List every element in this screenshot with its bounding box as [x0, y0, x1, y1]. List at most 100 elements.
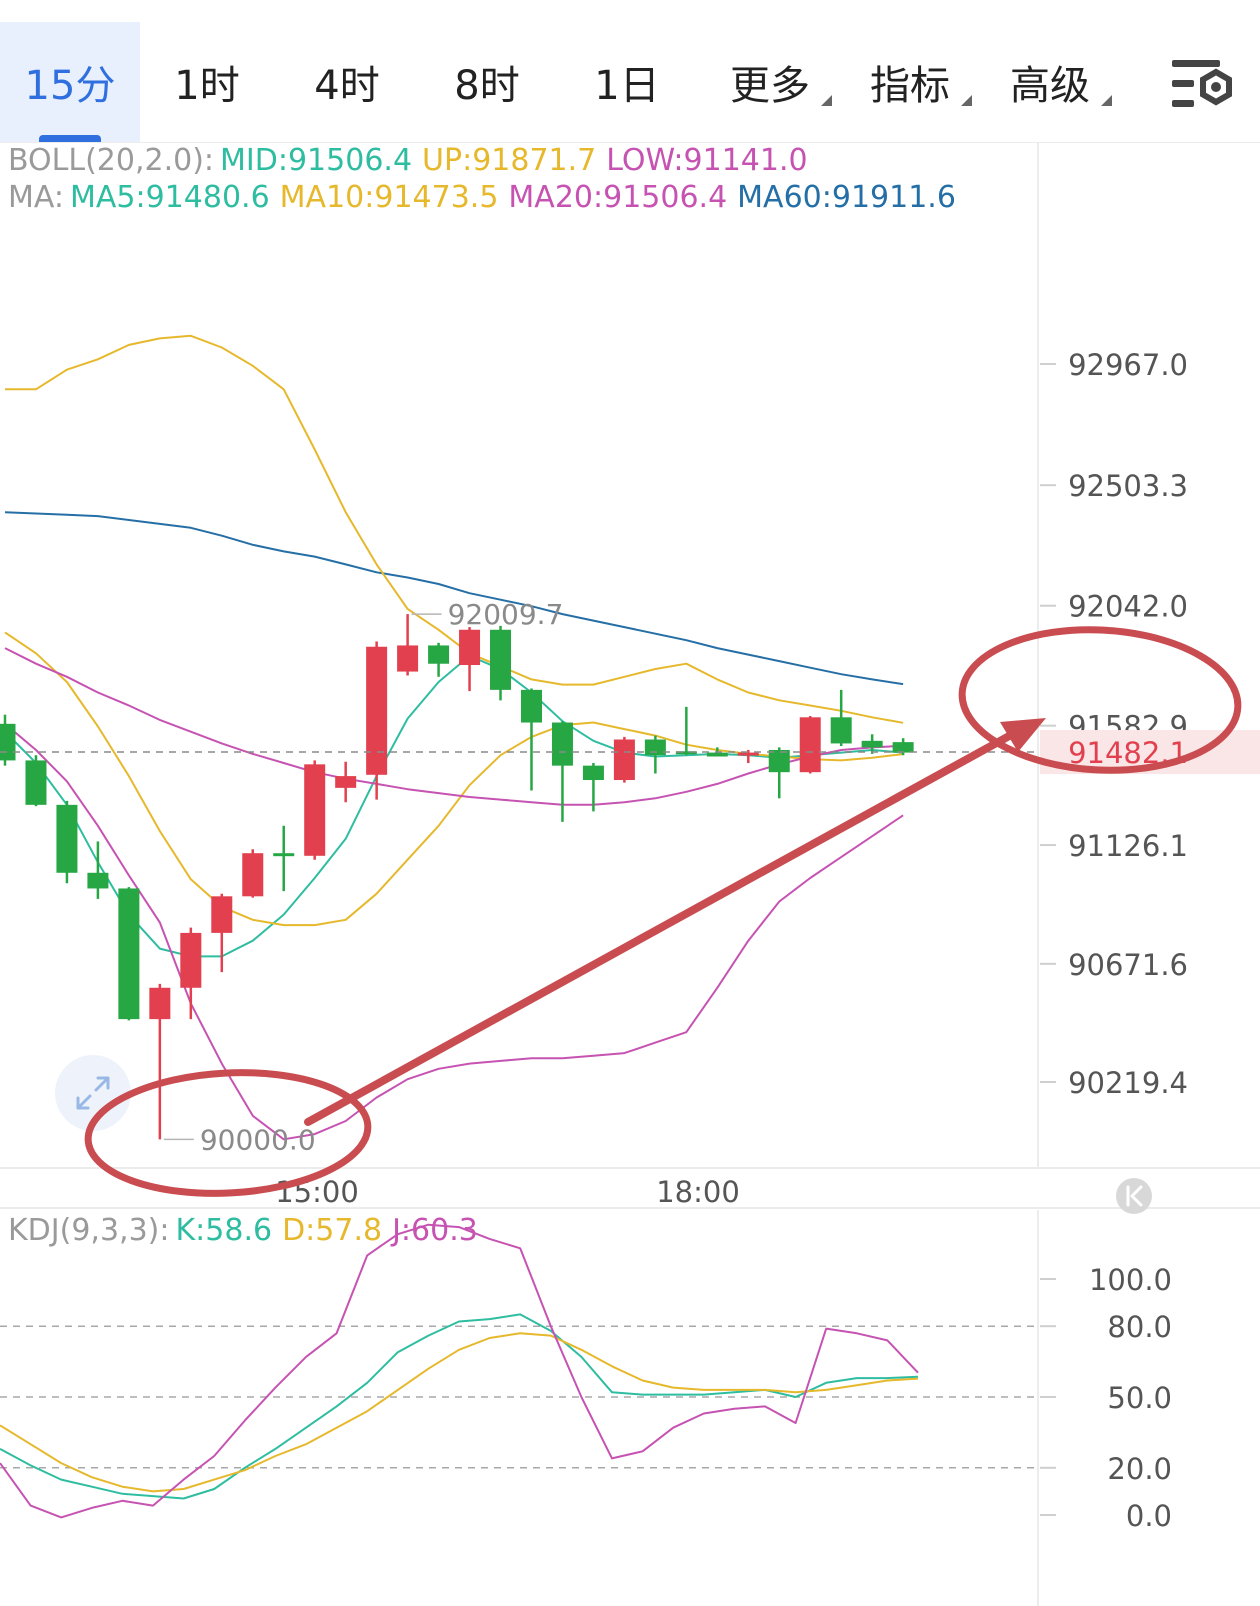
boll-low: LOW:91141.0 [606, 143, 808, 178]
price-axis: 92967.092503.392042.091582.991126.190671… [1040, 348, 1188, 1100]
tab-15m[interactable]: 15分 [0, 22, 140, 142]
high-price-label: 92009.7 [448, 598, 564, 631]
tab-label: 高级 [1010, 63, 1090, 109]
candle-body [582, 765, 604, 781]
low-price-label: 90000.0 [200, 1123, 316, 1156]
timeframe-tab-bar: 15分 1时 4时 8时 1日 更多 指标 高级 [0, 0, 1260, 143]
kdj-axis-label: 0.0 [1126, 1499, 1172, 1533]
ma-legend: MA: MA5:91480.6 MA10:91473.5 MA20:91506.4 MA… [8, 180, 966, 215]
tab-label: 1时 [174, 63, 240, 109]
kdj-name: KDJ(9,3,3): [8, 1213, 170, 1248]
candle-body [644, 739, 666, 756]
scroll-to-latest-button[interactable] [1116, 1178, 1152, 1214]
tab-indicators-dropdown[interactable]: 指标 [840, 22, 980, 142]
kdj-j-line [0, 1223, 919, 1519]
expand-icon [76, 1076, 110, 1110]
dropdown-corner-icon [821, 95, 832, 106]
kdj-axis-label: 100.0 [1089, 1263, 1172, 1297]
candles [0, 614, 914, 1140]
time-axis-label: 18:00 [656, 1175, 740, 1209]
boll-mid: MID:91506.4 [220, 143, 413, 178]
tab-label: 4时 [314, 63, 380, 109]
candle-body [551, 722, 573, 766]
dropdown-corner-icon [1101, 95, 1112, 106]
candle-body [273, 853, 295, 857]
candle-body [459, 629, 481, 666]
boll_up-line [5, 334, 904, 724]
tab-more-dropdown[interactable]: 更多 [700, 22, 840, 142]
ma5-value: MA5:91480.6 [70, 180, 270, 215]
ma20-line [4, 647, 904, 806]
kdj-d-value: D:57.8 [282, 1213, 383, 1248]
candle-body [799, 717, 821, 773]
tab-label: 1日 [594, 63, 660, 109]
expand-button-bg [55, 1055, 131, 1131]
kdj-axis-label: 20.0 [1107, 1452, 1172, 1486]
tab-label: 更多 [730, 63, 810, 109]
price-axis-label: 91126.1 [1068, 829, 1188, 863]
candle-body [180, 932, 202, 988]
candle-body [428, 645, 450, 664]
chart-settings-icon[interactable] [1170, 58, 1236, 114]
candle-body [768, 749, 790, 773]
candle-body [242, 853, 264, 897]
candle-body [0, 723, 16, 761]
candle-body [737, 752, 759, 756]
tab-1h[interactable]: 1时 [142, 22, 272, 142]
ma10-value: MA10:91473.5 [279, 180, 499, 215]
candle-body [118, 888, 140, 1020]
ma60-value: MA60:91911.6 [737, 180, 956, 215]
candle-body [211, 896, 233, 933]
candle-body [892, 742, 914, 753]
candle-body [397, 645, 419, 672]
ma5-line [4, 654, 904, 958]
price-axis-label: 90671.6 [1068, 948, 1188, 982]
tab-label: 8时 [454, 63, 520, 109]
price-axis-label: 92967.0 [1068, 348, 1188, 382]
dropdown-corner-icon [961, 95, 972, 106]
tab-8h[interactable]: 8时 [422, 22, 552, 142]
candle-body [25, 760, 47, 805]
kdj-k-value: K:58.6 [175, 1213, 273, 1248]
ma-name: MA: [8, 180, 64, 215]
price-axis-label: 92042.0 [1068, 590, 1188, 624]
candle-body [706, 752, 728, 757]
candle-body [304, 764, 326, 856]
candle-body [149, 987, 171, 1020]
tab-label: 15分 [24, 63, 116, 109]
candle-body [675, 751, 697, 755]
kdj-k-line [0, 1313, 919, 1500]
tab-4h[interactable]: 4时 [282, 22, 412, 142]
kdj-legend: KDJ(9,3,3): K:58.6 D:57.8 J:60.3 [8, 1213, 488, 1248]
ma60-line [4, 511, 904, 686]
ma20-value: MA20:91506.4 [508, 180, 728, 215]
price-axis-label: 90219.4 [1068, 1066, 1188, 1100]
boll-name: BOLL(20,2.0): [8, 143, 215, 178]
boll_low-line [4, 723, 904, 1141]
annotation-circle-low [84, 1069, 372, 1197]
candle-body [366, 646, 388, 775]
ma10-line [4, 631, 904, 927]
expand-chart-button[interactable] [55, 1055, 131, 1131]
kdj-axis-label: 80.0 [1107, 1310, 1172, 1344]
candle-body [56, 804, 78, 873]
tab-1d[interactable]: 1日 [562, 22, 692, 142]
candle-body [490, 629, 512, 690]
boll-up: UP:91871.7 [422, 143, 597, 178]
annotation-circle-current [958, 626, 1242, 774]
candle-body [520, 689, 542, 723]
price-axis-label: 92503.3 [1068, 469, 1188, 503]
annotation-arrow-head [1000, 718, 1046, 752]
candle-body [830, 717, 852, 744]
kdj-d-line [0, 1332, 919, 1493]
tab-advanced-dropdown[interactable]: 高级 [980, 22, 1120, 142]
kdj-axis-label: 50.0 [1107, 1381, 1172, 1415]
candle-body [861, 740, 883, 748]
annotation-arrow-shaft [304, 726, 1024, 1126]
candle-body [335, 776, 357, 788]
candle-body [87, 872, 109, 889]
time-axis-label: 15:00 [275, 1175, 359, 1209]
candle-body [613, 739, 635, 781]
tab-label: 指标 [870, 63, 950, 109]
